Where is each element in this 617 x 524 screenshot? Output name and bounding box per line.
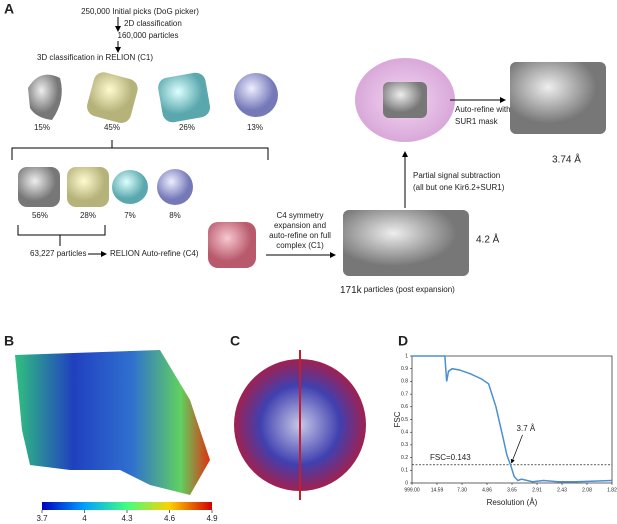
class-percent: 13%	[247, 123, 263, 132]
x-tick-label: 2.91	[532, 487, 542, 493]
colorbar-tick-label: 4.6	[164, 514, 176, 523]
step: expansion and	[274, 221, 326, 230]
x-tick-label: 3.65	[507, 487, 517, 493]
caption-text: particles (post expansion)	[364, 285, 455, 294]
threshold-label: FSC=0.143	[430, 453, 471, 462]
map-row-2	[18, 167, 193, 207]
panel-label: A	[4, 1, 14, 17]
class-percent: 28%	[80, 211, 96, 220]
y-tick-label: 0.8	[401, 379, 408, 385]
y-tick-label: 0.7	[401, 391, 408, 397]
step: C4 symmetry	[276, 211, 323, 220]
map-row-1	[28, 72, 278, 123]
panel-label: C	[230, 333, 240, 349]
panel-label: B	[4, 333, 14, 349]
y-tick-label: 0.4	[401, 430, 408, 436]
step: auto-refine on full	[269, 231, 331, 240]
x-tick-label: 7.30	[457, 487, 467, 493]
step: SUR1 mask	[455, 117, 499, 126]
colorbar	[42, 502, 212, 510]
plot-frame	[411, 355, 613, 484]
class-percent: 15%	[34, 123, 50, 132]
y-tick-label: 0	[405, 480, 408, 486]
annotation-arrow	[510, 434, 523, 464]
map	[510, 62, 606, 134]
step: 2D classification	[124, 19, 182, 28]
step: 250,000 Initial picks (DoG picker)	[81, 7, 199, 16]
colorbar-tick-label: 4	[82, 514, 87, 523]
y-axis-title: FSC	[393, 411, 402, 427]
y-tick-label: 1	[405, 353, 408, 359]
x-tick-label: 2.08	[582, 487, 592, 493]
y-tick-label: 0.1	[401, 468, 408, 474]
colorbar-tick-label: 4.3	[121, 514, 133, 523]
step: RELION Auto-refine (C4)	[110, 249, 199, 258]
colorbar-tick-label: 4.9	[206, 514, 218, 523]
x-tick-label: 4.86	[482, 487, 492, 493]
class-percent: 7%	[124, 211, 136, 220]
x-axis-title: Resolution (Å)	[487, 498, 538, 507]
x-tick-label: 14.59	[431, 487, 444, 493]
x-tick-label: 1.82	[607, 487, 617, 493]
caption: 171k particles (post expansion)	[340, 285, 455, 296]
x-tick-label: 2.43	[557, 487, 567, 493]
resolution: 4.2 Å	[476, 233, 500, 246]
y-tick-label: 0.5	[401, 417, 408, 423]
class-percent: 45%	[104, 123, 120, 132]
fsc-curve	[412, 355, 613, 483]
y-tick-label: 0.9	[401, 366, 408, 372]
panel-label: D	[398, 333, 408, 349]
step: 160,000 particles	[118, 31, 179, 40]
y-tick-label: 0.3	[401, 442, 408, 448]
step: 3D classification in RELION (C1)	[37, 53, 153, 62]
class-percent: 26%	[179, 123, 195, 132]
y-tick-label: 0.6	[401, 404, 408, 410]
step: Auto-refine with	[455, 105, 511, 114]
x-tick-label: 999.00	[404, 487, 420, 493]
resolution: 3.74 Å	[552, 153, 581, 166]
map	[15, 350, 210, 495]
caption-count: 171k	[340, 285, 363, 296]
step: Partial signal subtraction	[413, 171, 500, 180]
map	[383, 82, 427, 118]
annotation: 3.7 Å	[517, 424, 536, 433]
class-percent: 56%	[32, 211, 48, 220]
map	[208, 222, 256, 268]
y-tick-label: 0.2	[401, 455, 408, 461]
fsc-plot: 0 0.1 0.2 0.3 0.4 0.5 0.6 0.7 0.8 0.9 1 999.00 14.59…	[393, 353, 617, 507]
step: 63,227 particles	[30, 249, 86, 258]
step: (all but one Kir6.2+SUR1)	[413, 183, 505, 192]
map	[343, 210, 469, 276]
colorbar-tick-label: 3.7	[36, 514, 48, 523]
step: complex (C1)	[276, 241, 324, 250]
class-percent: 8%	[169, 211, 181, 220]
